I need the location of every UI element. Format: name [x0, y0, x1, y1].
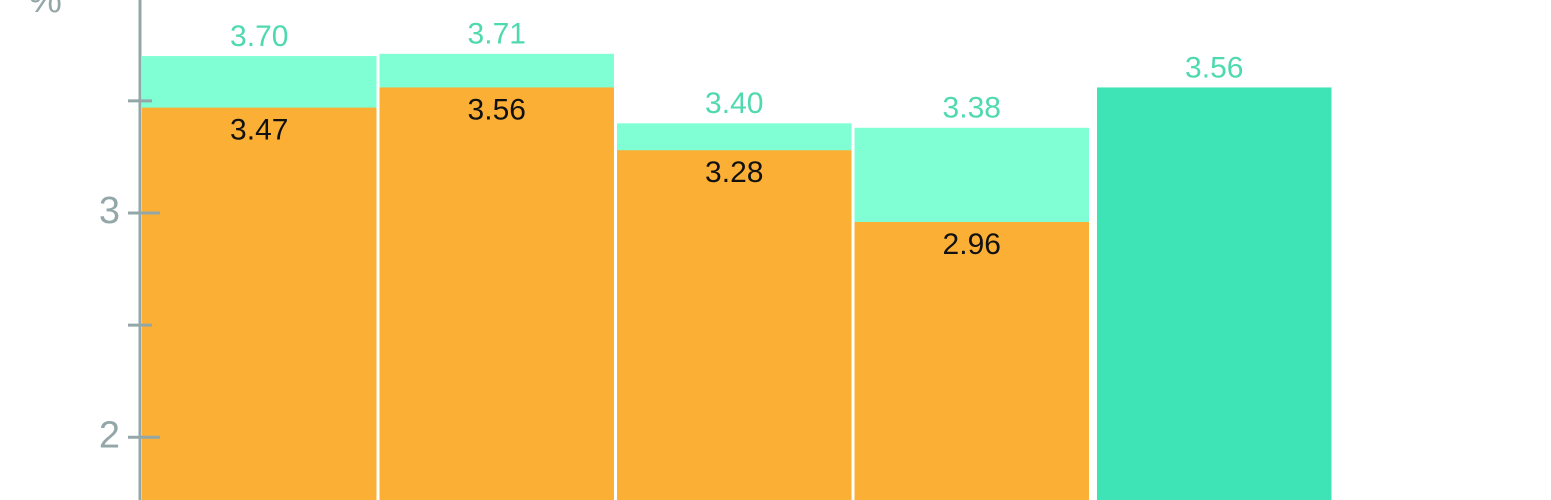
y-tick-label: 2 [99, 414, 120, 456]
value-label: 3.38 [943, 92, 1001, 125]
value-label: 3.70 [230, 20, 288, 53]
value-label: 3.47 [230, 114, 288, 147]
value-label: 3.56 [468, 93, 526, 126]
y-tick-label: 4 [99, 0, 120, 8]
y-axis-label: % [28, 0, 62, 21]
y-tick-label: 3 [99, 190, 120, 232]
bar [854, 221, 1089, 500]
value-label: 3.40 [705, 87, 763, 120]
value-label: 3.56 [1185, 51, 1243, 84]
value-label: 3.28 [705, 156, 763, 189]
bar [379, 87, 614, 500]
bar [617, 150, 852, 500]
value-label: 3.71 [468, 18, 526, 51]
value-label: 2.96 [943, 228, 1001, 261]
bar [1097, 87, 1332, 500]
bar [142, 107, 377, 500]
